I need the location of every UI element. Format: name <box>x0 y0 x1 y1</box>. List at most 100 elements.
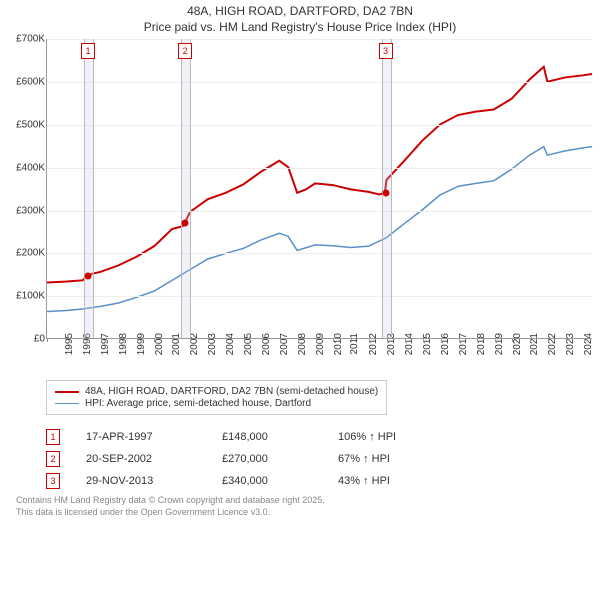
event-price: £270,000 <box>222 453 312 465</box>
x-axis-label: 2017 <box>458 333 469 355</box>
x-tick <box>333 338 334 342</box>
sale-dot <box>182 220 189 227</box>
events-table: 1 17-APR-1997 £148,000 106% ↑ HPI 2 20-SEP-20… <box>46 429 592 489</box>
x-tick <box>423 338 424 342</box>
x-tick <box>477 338 478 342</box>
x-tick <box>351 338 352 342</box>
gridline-h <box>47 125 592 126</box>
event-hpi: 106% ↑ HPI <box>338 431 448 443</box>
legend-swatch-2 <box>55 403 79 405</box>
y-axis-label: £100K <box>9 291 45 302</box>
sale-marker-box: 2 <box>178 43 192 59</box>
event-date: 17-APR-1997 <box>86 431 196 443</box>
event-row: 3 29-NOV-2013 £340,000 43% ↑ HPI <box>46 473 592 489</box>
x-tick <box>65 338 66 342</box>
x-tick <box>548 338 549 342</box>
event-date: 20-SEP-2002 <box>86 453 196 465</box>
gridline-h <box>47 168 592 169</box>
x-tick <box>512 338 513 342</box>
chart-lines-svg <box>47 39 592 338</box>
x-tick <box>226 338 227 342</box>
license-line-2: This data is licensed under the Open Gov… <box>16 507 584 519</box>
x-tick <box>137 338 138 342</box>
x-tick <box>530 338 531 342</box>
x-tick <box>83 338 84 342</box>
x-axis-label: 1995 <box>64 333 75 355</box>
license-line-1: Contains HM Land Registry data © Crown c… <box>16 495 584 507</box>
sale-marker-box: 3 <box>379 43 393 59</box>
x-tick <box>190 338 191 342</box>
series-line <box>47 147 592 312</box>
x-tick <box>298 338 299 342</box>
x-tick <box>495 338 496 342</box>
x-tick <box>584 338 585 342</box>
gridline-h <box>47 296 592 297</box>
legend-row-2: HPI: Average price, semi-detached house,… <box>55 398 378 409</box>
sale-dot <box>84 272 91 279</box>
y-axis-label: £700K <box>9 34 45 45</box>
y-axis-label: £600K <box>9 77 45 88</box>
y-axis-label: £500K <box>9 119 45 130</box>
y-axis-label: £200K <box>9 248 45 259</box>
event-marker-box: 3 <box>46 473 60 489</box>
x-axis-label: 2023 <box>565 333 576 355</box>
x-tick <box>244 338 245 342</box>
x-tick <box>405 338 406 342</box>
title-line-1: 48A, HIGH ROAD, DARTFORD, DA2 7BN <box>8 4 592 20</box>
x-tick <box>208 338 209 342</box>
x-axis-label: 2015 <box>422 333 433 355</box>
x-axis-label: 2018 <box>475 333 486 355</box>
x-tick <box>369 338 370 342</box>
x-axis-label: 2011 <box>349 333 360 355</box>
event-row: 1 17-APR-1997 £148,000 106% ↑ HPI <box>46 429 592 445</box>
x-axis-label: 2007 <box>279 333 290 355</box>
legend: 48A, HIGH ROAD, DARTFORD, DA2 7BN (semi-… <box>46 380 387 415</box>
event-date: 29-NOV-2013 <box>86 475 196 487</box>
event-marker-box: 2 <box>46 451 60 467</box>
x-tick <box>316 338 317 342</box>
license-text: Contains HM Land Registry data © Crown c… <box>16 495 584 518</box>
sale-dot <box>382 190 389 197</box>
x-axis-label: 2021 <box>529 333 540 355</box>
x-axis-label: 2012 <box>368 333 379 355</box>
plot-region: £0£100K£200K£300K£400K£500K£600K£700K199… <box>46 39 592 339</box>
x-axis-label: 1998 <box>117 333 128 355</box>
event-marker-box: 1 <box>46 429 60 445</box>
legend-swatch-1 <box>55 391 79 393</box>
x-tick <box>47 338 48 342</box>
x-tick <box>441 338 442 342</box>
x-tick <box>459 338 460 342</box>
sale-marker-band <box>181 39 191 338</box>
legend-label-1: 48A, HIGH ROAD, DARTFORD, DA2 7BN (semi-… <box>85 386 378 397</box>
x-axis-label: 2010 <box>332 333 343 355</box>
x-tick <box>119 338 120 342</box>
title-line-2: Price paid vs. HM Land Registry's House … <box>8 20 592 36</box>
y-axis-label: £0 <box>9 334 45 345</box>
x-axis-label: 1997 <box>100 333 111 355</box>
x-axis-label: 2014 <box>404 333 415 355</box>
chart-container: 48A, HIGH ROAD, DARTFORD, DA2 7BN Price … <box>0 0 600 523</box>
gridline-h <box>47 211 592 212</box>
gridline-h <box>47 253 592 254</box>
x-axis-label: 2022 <box>547 333 558 355</box>
x-axis-label: 2019 <box>493 333 504 355</box>
x-axis-label: 2003 <box>207 333 218 355</box>
x-axis-label: 2020 <box>511 333 522 355</box>
x-axis-label: 2008 <box>296 333 307 355</box>
event-hpi: 67% ↑ HPI <box>338 453 448 465</box>
x-axis-label: 2006 <box>261 333 272 355</box>
x-tick <box>101 338 102 342</box>
x-axis-label: 2024 <box>583 333 594 355</box>
event-price: £340,000 <box>222 475 312 487</box>
x-axis-label: 2005 <box>243 333 254 355</box>
x-axis-label: 2009 <box>314 333 325 355</box>
x-axis-label: 2000 <box>153 333 164 355</box>
legend-row-1: 48A, HIGH ROAD, DARTFORD, DA2 7BN (semi-… <box>55 386 378 397</box>
chart-title: 48A, HIGH ROAD, DARTFORD, DA2 7BN Price … <box>8 4 592 35</box>
event-row: 2 20-SEP-2002 £270,000 67% ↑ HPI <box>46 451 592 467</box>
x-tick <box>154 338 155 342</box>
x-axis-label: 2004 <box>225 333 236 355</box>
event-hpi: 43% ↑ HPI <box>338 475 448 487</box>
x-tick <box>387 338 388 342</box>
event-price: £148,000 <box>222 431 312 443</box>
